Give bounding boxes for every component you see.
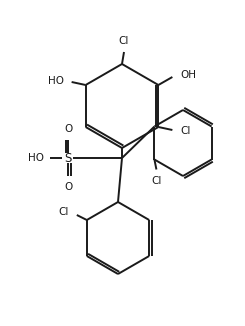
- Text: HO: HO: [48, 76, 64, 86]
- Text: O: O: [64, 124, 72, 134]
- Text: O: O: [64, 182, 72, 192]
- Text: Cl: Cl: [180, 126, 191, 136]
- Text: S: S: [64, 152, 72, 165]
- Text: OH: OH: [180, 70, 196, 80]
- Text: HO: HO: [28, 153, 44, 163]
- Text: Cl: Cl: [151, 175, 162, 185]
- Text: Cl: Cl: [59, 207, 69, 217]
- Text: Cl: Cl: [119, 36, 129, 46]
